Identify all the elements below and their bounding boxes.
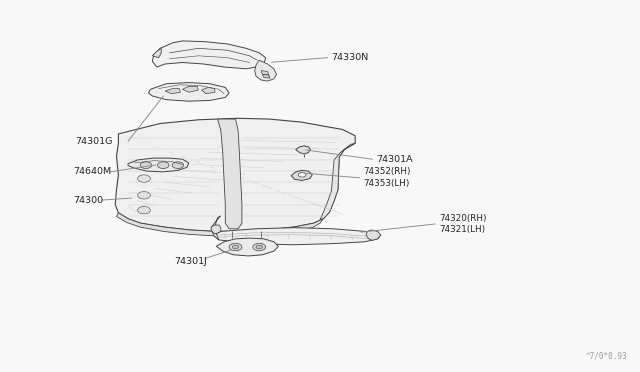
Polygon shape <box>255 60 276 81</box>
Polygon shape <box>165 89 180 94</box>
Circle shape <box>138 206 150 214</box>
Text: 74301G: 74301G <box>76 137 113 146</box>
Text: ^7/0*0.93: ^7/0*0.93 <box>586 351 627 360</box>
Text: 74301A: 74301A <box>376 155 413 164</box>
Polygon shape <box>211 216 221 240</box>
Circle shape <box>172 162 184 169</box>
Circle shape <box>138 160 150 167</box>
Polygon shape <box>291 170 312 180</box>
Text: 74301J: 74301J <box>174 257 207 266</box>
Circle shape <box>138 192 150 199</box>
Text: 74352(RH)
74353(LH): 74352(RH) 74353(LH) <box>364 167 411 188</box>
Text: 74640M: 74640M <box>74 167 112 176</box>
Polygon shape <box>148 83 229 101</box>
Polygon shape <box>152 48 161 58</box>
Polygon shape <box>261 71 269 75</box>
Polygon shape <box>320 143 355 219</box>
Circle shape <box>157 162 169 169</box>
Text: 74320(RH)
74321(LH): 74320(RH) 74321(LH) <box>439 214 486 234</box>
Text: 74300: 74300 <box>74 196 104 205</box>
Polygon shape <box>116 213 323 236</box>
Circle shape <box>138 175 150 182</box>
Polygon shape <box>218 119 242 229</box>
Circle shape <box>232 245 239 249</box>
Polygon shape <box>115 118 355 231</box>
Polygon shape <box>214 228 381 245</box>
Circle shape <box>229 243 242 251</box>
Polygon shape <box>216 238 278 256</box>
Polygon shape <box>128 158 189 172</box>
Polygon shape <box>182 86 198 92</box>
Polygon shape <box>262 74 270 78</box>
Circle shape <box>253 243 266 251</box>
Polygon shape <box>296 146 310 154</box>
Circle shape <box>256 245 262 249</box>
Circle shape <box>298 173 306 177</box>
Polygon shape <box>366 230 381 240</box>
Polygon shape <box>152 41 266 69</box>
Circle shape <box>140 162 152 169</box>
Polygon shape <box>202 87 215 94</box>
Text: 74330N: 74330N <box>332 53 369 62</box>
Polygon shape <box>211 225 221 234</box>
